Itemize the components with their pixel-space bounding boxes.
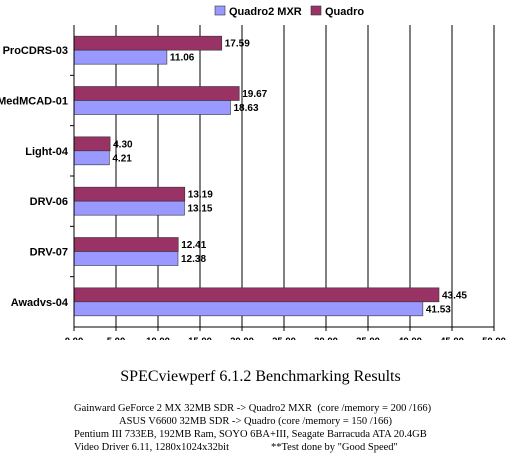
data-label: 11.06	[170, 53, 195, 64]
bar	[73, 86, 240, 101]
bar	[73, 35, 223, 51]
x-tick-label: 25.00	[272, 336, 296, 340]
note-line: Video Driver 6.11, 1280x1024x32bit **Tes…	[74, 442, 398, 453]
x-tick-label: 30.00	[314, 336, 338, 340]
bar	[73, 200, 185, 216]
data-label: 12.38	[181, 254, 206, 265]
x-tick-label: 35.00	[356, 336, 380, 340]
data-label: 17.59	[225, 39, 250, 50]
data-label: 41.53	[426, 304, 451, 315]
x-tick-label: 0.00	[65, 336, 84, 340]
note-line: Gainward GeForce 2 MX 32MB SDR -> Quadro…	[74, 403, 432, 414]
bar	[73, 136, 111, 152]
x-tick-label: 10.00	[146, 336, 170, 340]
legend-swatch	[214, 5, 226, 16]
grid-lines	[73, 25, 495, 327]
x-tick-label: 45.00	[440, 336, 464, 340]
category-label: DRV-07	[30, 247, 68, 259]
bar	[73, 49, 168, 65]
bar	[73, 150, 110, 166]
data-label: 13.19	[188, 190, 213, 201]
notes: Gainward GeForce 2 MX 32MB SDR -> Quadro…	[74, 402, 514, 454]
chart: 0.00 5.00 10.00 15.00 20.00 25.00 30.00 35.00 40…	[0, 5, 506, 340]
legend-label: Quadro	[325, 6, 364, 18]
data-label: 19.67	[242, 89, 267, 100]
bar	[73, 237, 179, 252]
data-label: 43.45	[442, 290, 467, 301]
x-tick-label: 5.00	[107, 336, 126, 340]
bar	[73, 186, 186, 202]
category-label: Awadvs-04	[11, 297, 69, 309]
axes	[70, 25, 495, 331]
legend: Quadro2 MXR Quadro	[214, 5, 364, 18]
category-label: DRV-06	[30, 196, 68, 208]
data-label: 18.63	[233, 103, 258, 114]
x-tick-label: 15.00	[188, 336, 212, 340]
x-tick-label: 50.00	[482, 336, 506, 340]
legend-swatch	[310, 5, 322, 16]
bar	[73, 287, 440, 303]
note-line: ASUS V6600 32MB SDR -> Quadro (core /mem…	[119, 416, 392, 427]
note-line: Pentium III 733EB, 192MB Ram, SOYO 6BA+I…	[74, 429, 427, 440]
category-label: MedMCAD-01	[0, 96, 68, 108]
bar	[73, 301, 424, 317]
data-label: 13.15	[187, 204, 212, 215]
bar	[73, 100, 231, 115]
x-tick-label: 40.00	[398, 336, 422, 340]
labels: 0.00 5.00 10.00 15.00 20.00 25.00 30.00 35.00 40…	[0, 39, 506, 340]
bars	[73, 35, 440, 317]
legend-label: Quadro2 MXR	[229, 6, 302, 18]
bar	[73, 251, 179, 266]
data-label: 12.41	[181, 240, 206, 251]
category-label: ProCDRS-03	[3, 45, 68, 57]
chart-title: SPECviewperf 6.1.2 Benchmarking Results	[120, 368, 401, 385]
category-label: Light-04	[25, 146, 69, 158]
x-tick-label: 20.00	[230, 336, 254, 340]
data-label: 4.30	[113, 139, 133, 150]
data-label: 4.21	[112, 153, 132, 164]
